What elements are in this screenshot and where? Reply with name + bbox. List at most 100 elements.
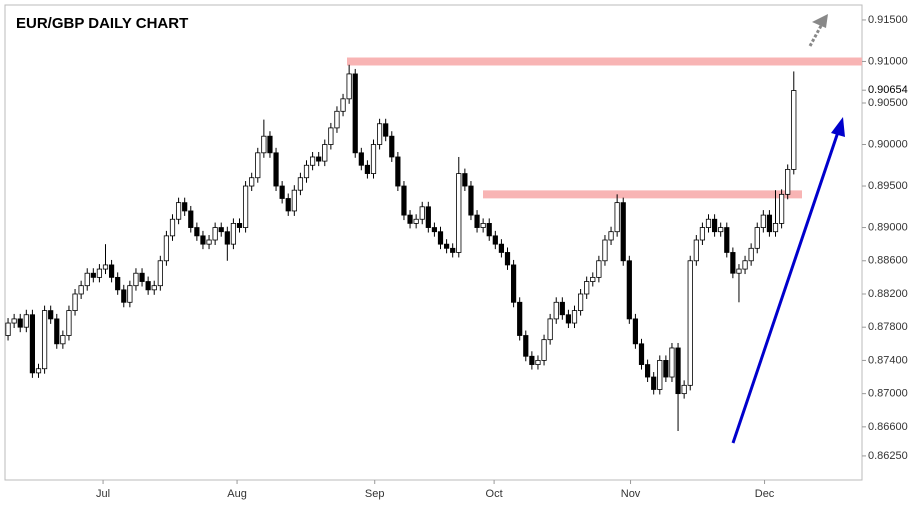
candle-body <box>72 293 78 311</box>
dotted-arrow <box>808 23 824 47</box>
candle-body <box>638 343 645 365</box>
candle-body <box>249 177 255 187</box>
y-tick-label: 0.91000 <box>868 55 908 67</box>
candle-body <box>316 156 322 162</box>
candle-body <box>693 239 699 262</box>
candle-body <box>541 339 547 361</box>
candle-body <box>84 272 90 287</box>
candle-body <box>785 169 791 195</box>
candle-body <box>54 318 60 345</box>
candle-body <box>620 202 626 262</box>
candle-body <box>175 202 182 220</box>
candle-body <box>169 218 176 237</box>
candle-body <box>78 285 84 295</box>
y-tick-label: 0.88200 <box>868 288 908 300</box>
candle-body <box>48 310 54 320</box>
candle-body <box>766 214 773 233</box>
candle-body <box>29 314 36 374</box>
candle-body <box>523 335 529 357</box>
candle-body <box>364 164 371 174</box>
x-tick-label: Nov <box>621 488 641 500</box>
candle-body <box>407 214 413 224</box>
candle-body <box>644 364 651 378</box>
candle-body <box>425 206 431 228</box>
x-tick-label: Dec <box>755 488 775 500</box>
candle-body <box>626 260 632 320</box>
candle-body <box>486 223 492 237</box>
candle-body <box>730 252 736 274</box>
candle-body <box>200 235 206 245</box>
candle-body <box>96 268 103 278</box>
candle-body <box>517 301 523 336</box>
candle-body <box>413 218 419 224</box>
candle-body <box>273 152 279 187</box>
candle-body <box>614 202 620 233</box>
candle-body <box>559 301 565 316</box>
candle-body <box>547 318 553 341</box>
candle-body <box>602 239 608 262</box>
candle-body <box>182 202 188 212</box>
candle-body <box>596 260 602 278</box>
candle-body <box>724 227 730 253</box>
candle-body <box>687 260 693 386</box>
candle-body <box>480 223 486 228</box>
candle-body <box>584 281 590 295</box>
candle-body <box>41 310 48 370</box>
candle-body <box>663 360 669 378</box>
candle-body <box>760 214 766 228</box>
candle-body <box>23 314 29 328</box>
candle-body <box>212 227 218 241</box>
candle-body <box>632 318 639 345</box>
candle-body <box>35 368 42 374</box>
candle-body <box>352 73 358 154</box>
candle-body <box>681 384 687 395</box>
candle-body <box>608 231 614 241</box>
candle-body <box>450 247 456 253</box>
candle-body <box>754 227 760 249</box>
last-price-label: 0.90654 <box>868 84 908 96</box>
y-tick-label: 0.91500 <box>868 14 908 26</box>
candle-body <box>279 185 285 199</box>
candle-body <box>133 272 139 287</box>
y-tick-label: 0.87400 <box>868 354 908 366</box>
candle-body <box>401 185 407 216</box>
candle-body <box>230 223 237 245</box>
y-tick-label: 0.86600 <box>868 421 908 433</box>
candle-body <box>194 227 200 237</box>
candle-body <box>322 144 328 162</box>
candle-body <box>163 235 170 262</box>
candle-body <box>571 310 578 324</box>
x-tick-label: Aug <box>227 488 247 500</box>
candle-body <box>255 152 261 179</box>
candle-body <box>778 193 785 224</box>
candle-body <box>468 185 474 216</box>
candle-body <box>718 227 724 233</box>
candle-body <box>102 264 109 270</box>
candle-body <box>370 144 377 174</box>
candle-body <box>675 347 681 395</box>
candle-body <box>748 247 754 262</box>
candle-body <box>705 218 712 228</box>
candle-body <box>699 227 706 241</box>
candle-body <box>791 90 797 170</box>
x-tick-label: Oct <box>486 488 503 500</box>
candle-body <box>151 285 157 291</box>
candle-body <box>736 268 742 274</box>
chart-title: EUR/GBP DAILY CHART <box>16 15 188 32</box>
candle-body <box>510 264 517 303</box>
candle-body <box>5 322 11 336</box>
candle-body <box>376 123 383 145</box>
candle-body <box>462 173 468 187</box>
y-tick-label: 0.90500 <box>868 97 908 109</box>
candle-body <box>498 243 505 253</box>
candle-body <box>492 235 498 245</box>
candle-body <box>590 276 596 282</box>
x-tick-label: Sep <box>365 488 385 500</box>
candle-body <box>242 185 249 228</box>
candle-body <box>218 227 224 233</box>
plot-frame <box>4 4 863 481</box>
candle-body <box>291 189 297 212</box>
candle-body <box>535 360 541 365</box>
candle-body <box>334 110 340 129</box>
